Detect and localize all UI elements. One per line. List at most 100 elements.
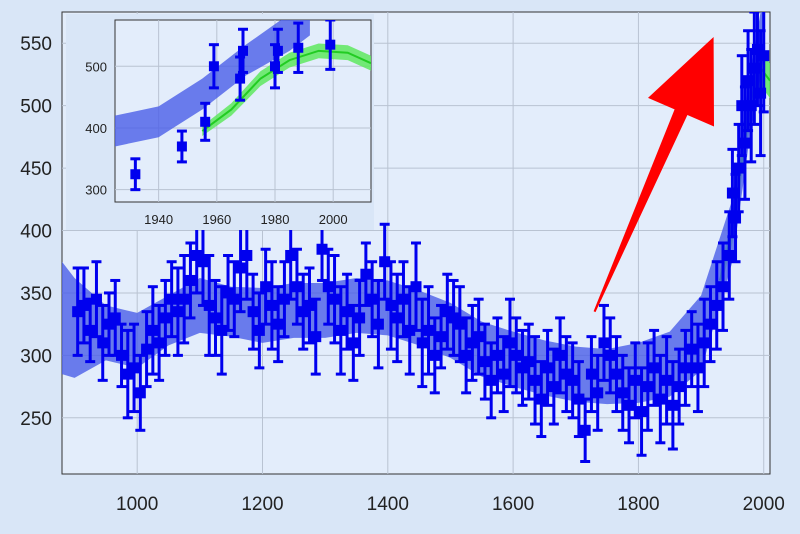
main-y-tick-label: 350 bbox=[20, 284, 52, 305]
main-data-point bbox=[642, 381, 654, 393]
main-data-point bbox=[297, 306, 309, 318]
main-data-point bbox=[178, 293, 190, 305]
main-data-point bbox=[310, 331, 322, 343]
main-data-point bbox=[667, 399, 679, 411]
main-data-point bbox=[166, 293, 178, 305]
main-data-point bbox=[260, 281, 272, 293]
main-data-point bbox=[560, 368, 572, 380]
main-data-point bbox=[498, 368, 510, 380]
inset-data-point bbox=[270, 61, 280, 72]
main-data-point bbox=[247, 306, 259, 318]
main-data-point bbox=[654, 393, 666, 405]
main-data-point bbox=[109, 312, 121, 324]
main-data-point bbox=[573, 393, 585, 405]
main-plot: 1000 1200 1400 1600 1800 2000 250 300 350 400 450 5… bbox=[20, 11, 785, 515]
main-blue-band bbox=[62, 12, 764, 405]
main-data-point bbox=[90, 293, 102, 305]
main-data-point bbox=[629, 374, 641, 386]
main-data-point bbox=[510, 349, 522, 361]
main-data-point bbox=[441, 306, 453, 318]
main-data-point bbox=[335, 324, 347, 336]
inset-x-tick-label: 1940 bbox=[144, 212, 173, 227]
main-data-point bbox=[726, 187, 738, 199]
main-data-point bbox=[266, 299, 278, 311]
main-data-point bbox=[329, 293, 341, 305]
main-y-tick-label: 250 bbox=[20, 409, 52, 430]
main-data-point bbox=[704, 318, 716, 330]
main-data-point bbox=[554, 349, 566, 361]
main-data-point bbox=[391, 312, 403, 324]
main-data-point bbox=[360, 268, 372, 280]
main-data-point bbox=[523, 356, 535, 368]
inset-data-point bbox=[130, 169, 141, 180]
main-data-point bbox=[592, 387, 604, 399]
main-data-point bbox=[122, 368, 134, 380]
main-data-point bbox=[748, 62, 760, 74]
inset-data-point bbox=[200, 116, 211, 127]
inset-data-point bbox=[208, 61, 219, 72]
main-data-point bbox=[755, 87, 767, 99]
main-data-point bbox=[686, 343, 698, 355]
main-data-point bbox=[172, 306, 184, 318]
main-data-point bbox=[153, 337, 165, 349]
main-data-point bbox=[491, 349, 503, 361]
main-data-point bbox=[698, 337, 710, 349]
main-data-point bbox=[78, 299, 90, 311]
main-data-point bbox=[141, 343, 153, 355]
main-data-point bbox=[454, 318, 466, 330]
main-data-point bbox=[341, 306, 353, 318]
main-data-point bbox=[278, 293, 290, 305]
main-data-point bbox=[184, 274, 196, 286]
inset-data-point bbox=[325, 39, 336, 50]
inset-data-point bbox=[238, 45, 248, 56]
main-data-point bbox=[736, 100, 748, 112]
main-data-point bbox=[745, 100, 757, 112]
main-data-point bbox=[235, 262, 247, 274]
main-data-point bbox=[435, 331, 447, 343]
main-data-point bbox=[228, 293, 240, 305]
inset-plot: 1940 1960 1980 2000 300 400 500 bbox=[66, 14, 374, 230]
inset-data-point bbox=[293, 42, 304, 53]
main-data-point bbox=[241, 249, 253, 261]
annotation-layer bbox=[593, 37, 714, 313]
main-data-point bbox=[585, 368, 597, 380]
main-data-point bbox=[216, 324, 228, 336]
main-data-point bbox=[604, 349, 616, 361]
main-data-point bbox=[460, 349, 472, 361]
inset-x-tick-label: 1960 bbox=[202, 212, 231, 227]
main-data-point bbox=[385, 299, 397, 311]
main-data-point bbox=[366, 293, 378, 305]
main-data-point bbox=[504, 337, 516, 349]
inset-data-point bbox=[235, 73, 246, 84]
main-data-point bbox=[623, 399, 635, 411]
main-data-point bbox=[210, 312, 222, 324]
inset-y-tick-label: 300 bbox=[85, 183, 107, 198]
main-data-point bbox=[134, 387, 146, 399]
main-data-point bbox=[717, 281, 729, 293]
main-x-tick-label: 1400 bbox=[367, 494, 409, 515]
main-data-point bbox=[253, 324, 265, 336]
main-data-point bbox=[730, 212, 742, 224]
inset-x-tick-label: 2000 bbox=[319, 212, 348, 227]
main-data-point bbox=[673, 381, 685, 393]
main-data-point bbox=[742, 75, 754, 87]
main-data-point bbox=[517, 362, 529, 374]
main-data-point bbox=[354, 312, 366, 324]
inset-y-tick-label: 400 bbox=[85, 121, 107, 136]
main-y-tick-label: 500 bbox=[20, 97, 52, 118]
main-data-point bbox=[103, 318, 115, 330]
inset-green-line bbox=[201, 49, 371, 132]
main-data-point bbox=[429, 349, 441, 361]
main-data-point bbox=[711, 299, 723, 311]
main-data-point bbox=[617, 387, 629, 399]
main-data-point bbox=[128, 362, 140, 374]
main-data-point bbox=[567, 374, 579, 386]
main-data-point bbox=[72, 306, 84, 318]
inset-data-point bbox=[176, 141, 187, 152]
main-data-point bbox=[191, 249, 203, 261]
main-data-point bbox=[303, 299, 315, 311]
main-data-point bbox=[679, 362, 691, 374]
red-arrow bbox=[593, 37, 714, 313]
main-data-point bbox=[316, 243, 328, 255]
